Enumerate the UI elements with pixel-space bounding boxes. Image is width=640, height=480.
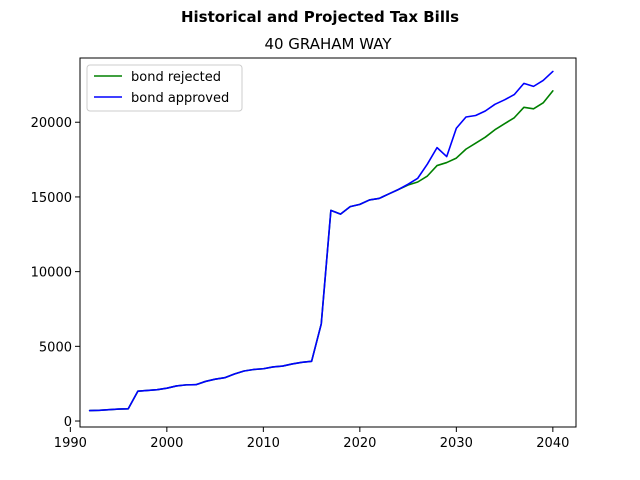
- chart-suptitle: Historical and Projected Tax Bills: [181, 8, 459, 26]
- y-tick-label: 15000: [31, 191, 72, 206]
- series-line-bond-approved: [88, 70, 554, 412]
- y-tick-label: 10000: [31, 266, 72, 281]
- x-tick-label: 2040: [536, 436, 569, 451]
- x-tick-label: 1990: [54, 436, 87, 451]
- axis-ticks: 1990 2000 2010 2020 2030 2040 0 5000 10000 15000 2…: [31, 116, 570, 451]
- y-tick-label: 5000: [39, 340, 72, 355]
- y-tick-label: 0: [64, 415, 72, 430]
- x-tick-label: 2020: [343, 436, 376, 451]
- x-tick-label: 2000: [150, 436, 183, 451]
- x-tick-label: 2030: [440, 436, 473, 451]
- x-tick-label: 2010: [247, 436, 280, 451]
- plot-frame: [79, 57, 577, 428]
- legend-label-bond-approved: bond approved: [131, 91, 229, 106]
- chart-title: 40 GRAHAM WAY: [264, 35, 392, 53]
- series-lines: [88, 70, 554, 412]
- y-tick-label: 20000: [31, 116, 72, 131]
- legend: bond rejected bond approved: [86, 64, 243, 112]
- legend-box: [86, 64, 243, 112]
- legend-label-bond-rejected: bond rejected: [131, 70, 221, 85]
